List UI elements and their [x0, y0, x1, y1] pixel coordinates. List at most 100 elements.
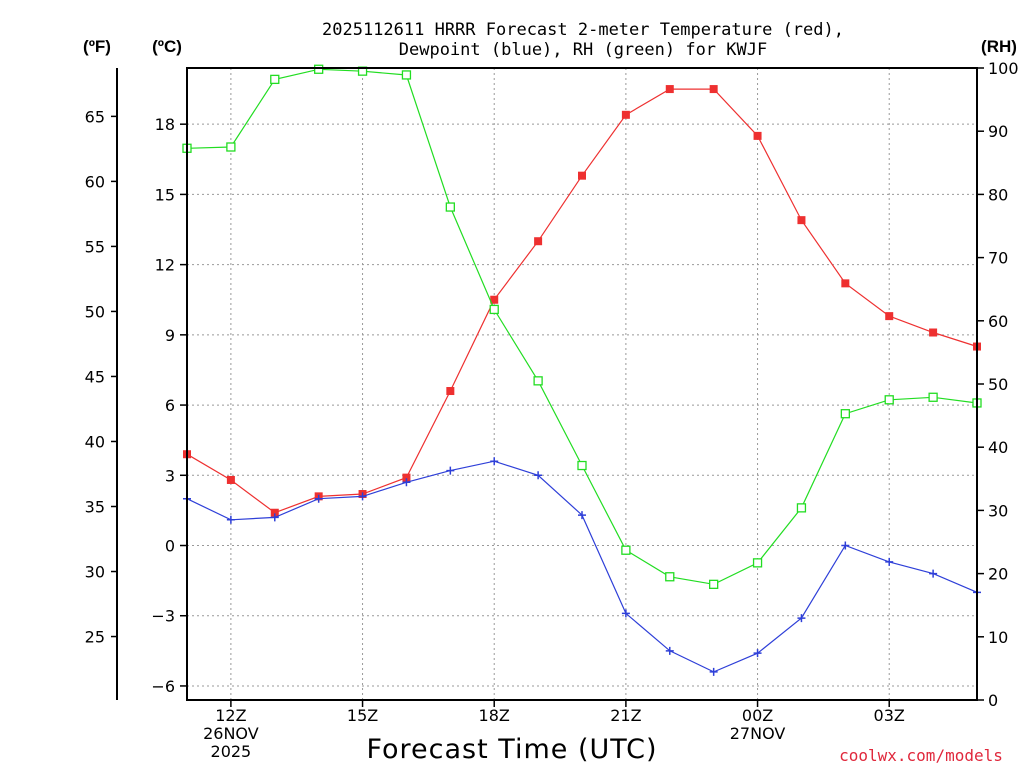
dewpoint-point — [841, 541, 850, 550]
celsius-tick-label: 6 — [165, 396, 175, 415]
celsius-tick-label: 9 — [165, 326, 175, 345]
grid — [187, 68, 977, 700]
dewpoint-point — [314, 494, 323, 503]
temperature-point — [753, 131, 762, 140]
rh-point — [928, 392, 938, 402]
fahrenheit-tick-label: 50 — [85, 302, 105, 321]
fahrenheit-tick-label: 25 — [85, 628, 105, 647]
dewpoint-point — [270, 513, 279, 522]
x-tick-label: 27NOV — [730, 724, 786, 743]
rh-point — [709, 579, 719, 589]
dewpoint-point — [885, 557, 894, 566]
dewpoint-point — [929, 569, 938, 578]
temperature-point — [621, 110, 630, 119]
dewpoint-point — [578, 511, 586, 520]
celsius-tick-label: 15 — [155, 185, 175, 204]
dewpoint-point — [446, 466, 455, 475]
dewpoint-point — [226, 515, 235, 524]
temperature-point — [402, 473, 411, 482]
rh-point — [884, 395, 894, 405]
rh-point — [445, 202, 455, 212]
temperature-line — [186, 88, 978, 514]
x-tick-label: 2025 — [211, 742, 252, 761]
celsius-tick-label: 3 — [165, 466, 175, 485]
rh-tick-label: 70 — [988, 249, 1008, 268]
rh-line — [186, 68, 978, 585]
rh-tick-label: 20 — [988, 565, 1008, 584]
celsius-tick-label: −3 — [151, 607, 175, 626]
celsius-axis-unit: (ºC) — [152, 37, 182, 56]
x-tick-label: 21Z — [610, 706, 641, 725]
x-tick-label: 18Z — [479, 706, 510, 725]
temperature-point — [709, 85, 718, 94]
dewpoint-point — [709, 667, 718, 676]
rh-point — [270, 74, 280, 85]
rh-tick-label: 30 — [988, 501, 1008, 520]
dewpoint-point — [753, 649, 762, 658]
rh-point — [665, 572, 675, 582]
plot-frame — [186, 67, 978, 701]
rh-tick-label: 50 — [988, 375, 1008, 394]
fahrenheit-axis-unit: (ºF) — [83, 37, 111, 56]
rh-point — [840, 409, 850, 419]
axes — [116, 67, 978, 701]
x-tick-label: 26NOV — [203, 724, 259, 743]
dewpoint-point — [402, 478, 411, 487]
rh-tick-label: 80 — [988, 185, 1008, 204]
rh-tick-label: 10 — [988, 628, 1008, 647]
credit-text: coolwx.com/models — [839, 746, 1003, 765]
rh-point — [577, 460, 587, 471]
temperature-point — [885, 312, 894, 321]
celsius-tick-label: 0 — [165, 537, 175, 556]
series-layer — [182, 64, 982, 676]
dewpoint-point — [797, 614, 806, 623]
rh-point — [226, 142, 236, 152]
dewpoint-point — [534, 471, 543, 480]
rh-point — [621, 545, 631, 555]
temperature-point — [578, 171, 586, 180]
celsius-tick-label: 12 — [155, 256, 175, 275]
x-tick-label: 00Z — [742, 706, 773, 725]
fahrenheit-tick-label: 30 — [85, 563, 105, 582]
rh-point — [314, 64, 324, 74]
temperature-point — [665, 85, 674, 94]
dewpoint-point — [358, 492, 367, 501]
temperature-point — [841, 279, 850, 288]
celsius-tick-label: −6 — [151, 677, 175, 696]
fahrenheit-tick-label: 65 — [85, 107, 105, 126]
fahrenheit-tick-label: 45 — [85, 367, 105, 386]
dewpoint-point — [490, 457, 499, 466]
rh-tick-label: 60 — [988, 312, 1008, 331]
temperature-point — [490, 295, 499, 304]
fahrenheit-tick-label: 40 — [85, 432, 105, 451]
temperature-point — [534, 237, 543, 246]
temperature-point — [270, 508, 279, 517]
rh-tick-label: 90 — [988, 122, 1008, 141]
fahrenheit-tick-label: 60 — [85, 172, 105, 191]
temperature-point — [929, 328, 938, 337]
x-tick-label: 15Z — [347, 706, 378, 725]
rh-axis-unit: (RH) — [981, 37, 1017, 56]
dewpoint-line — [186, 460, 978, 673]
tick-labels: −6 −3 0 3 6 9 12 15 18 25 30 35 40 45 50 55 60 65 0 10 20 30 4… — [85, 59, 1019, 761]
temperature-point — [226, 475, 235, 484]
x-tick-label: 03Z — [874, 706, 905, 725]
rh-point — [489, 304, 499, 315]
temperature-point — [797, 216, 806, 225]
temperature-point — [446, 387, 455, 396]
fahrenheit-tick-label: 55 — [85, 237, 105, 256]
dewpoint-point — [665, 646, 674, 655]
dewpoint-point — [621, 609, 630, 618]
fahrenheit-tick-label: 35 — [85, 497, 105, 516]
x-axis-label: Forecast Time (UTC) — [366, 734, 657, 765]
chart-title-line1: 2025112611 HRRR Forecast 2-meter Tempera… — [322, 20, 844, 40]
rh-point — [533, 376, 543, 386]
rh-point — [401, 70, 412, 80]
rh-point — [796, 503, 807, 513]
x-tick-label: 12Z — [215, 706, 246, 725]
rh-tick-label: 100 — [988, 59, 1019, 78]
chart-title-line2: Dewpoint (blue), RH (green) for KWJF — [399, 40, 767, 60]
rh-tick-label: 40 — [988, 438, 1008, 457]
celsius-tick-label: 18 — [155, 115, 175, 134]
